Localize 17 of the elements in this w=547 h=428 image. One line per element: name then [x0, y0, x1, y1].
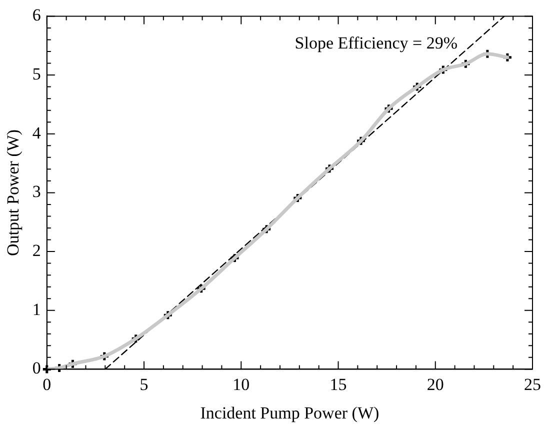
y-tick-label: 0	[32, 358, 41, 378]
y-tick-label: 2	[32, 241, 41, 260]
y-tick-label: 4	[32, 123, 42, 142]
x-tick-label: 5	[140, 374, 148, 394]
y-tick-label: 1	[32, 300, 41, 319]
y-tick-label: 5	[32, 64, 41, 84]
x-tick-label: 15	[330, 374, 347, 394]
y-tick-label: 3	[32, 182, 41, 202]
point	[42, 364, 52, 374]
x-tick-label: 25	[524, 374, 541, 394]
annotation: Slope Efficiency = 29%	[294, 34, 458, 53]
x-axis-title: Incident Pump Power (W)	[200, 403, 380, 422]
x-tick-label: 10	[232, 374, 250, 394]
x-tick-label: 20	[426, 374, 444, 394]
y-axis-title: Output Power (W)	[4, 129, 23, 256]
line-series	[46, 52, 510, 370]
y-tick-label: 6	[32, 6, 41, 25]
